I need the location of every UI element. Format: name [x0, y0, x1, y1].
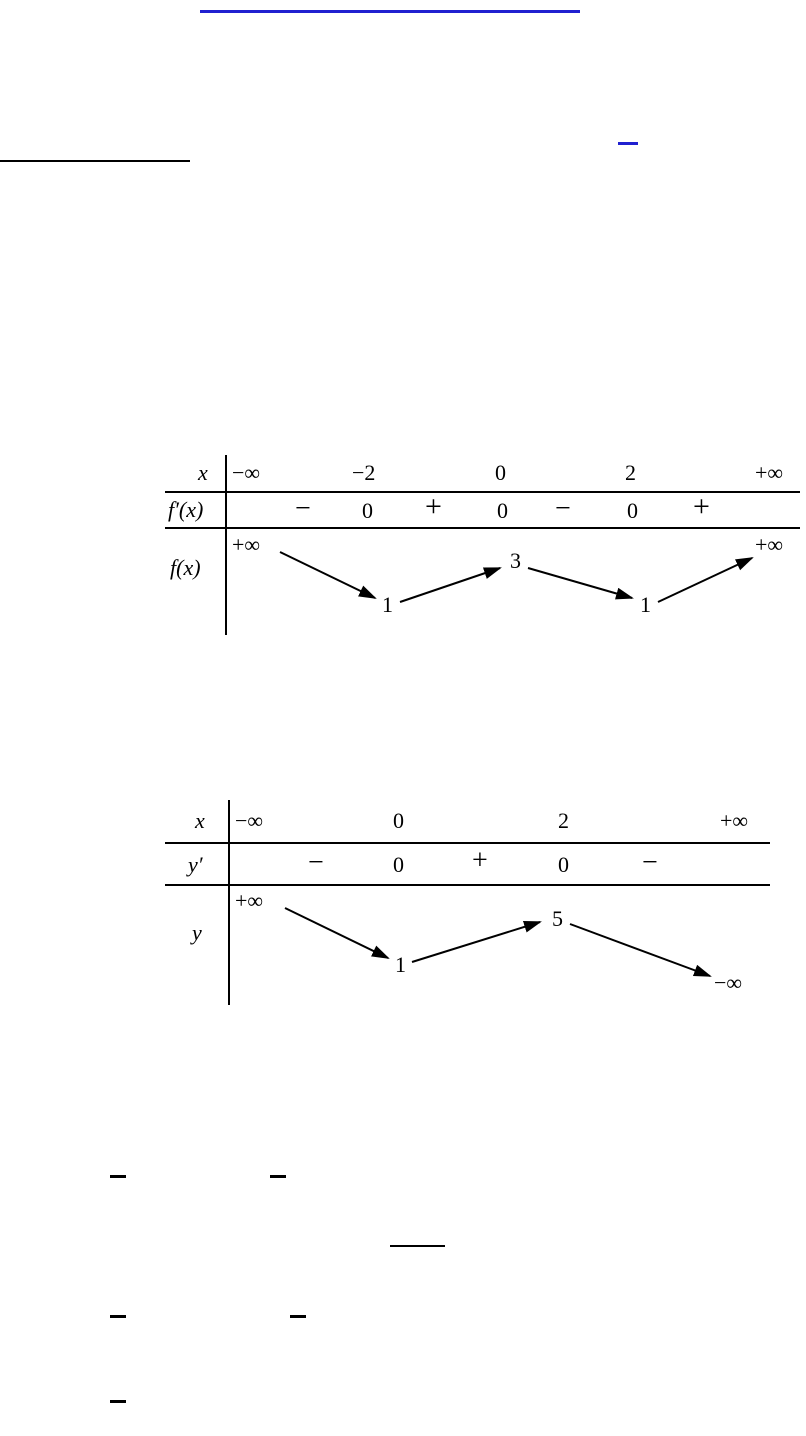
dash-3 [110, 1315, 126, 1318]
bottom-frac-rule [390, 1245, 445, 1247]
dash-1 [110, 1175, 126, 1178]
dash-2 [270, 1175, 286, 1178]
t2-arrows [0, 0, 806, 1050]
dash-5 [110, 1400, 126, 1403]
dash-4 [290, 1315, 306, 1318]
